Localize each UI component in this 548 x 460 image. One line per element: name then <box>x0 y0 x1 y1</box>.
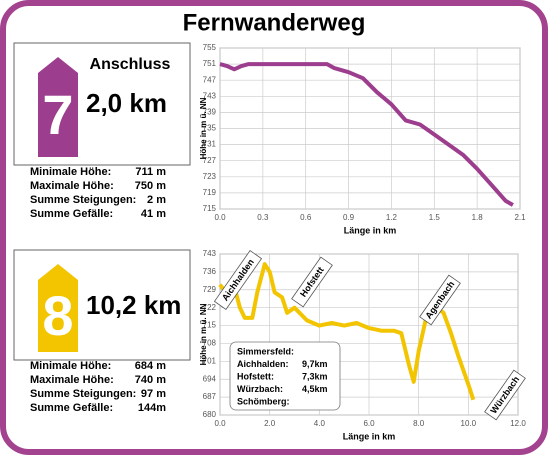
x-tick-label: 0.9 <box>343 213 355 222</box>
route-distance: 10,2 km <box>86 290 181 320</box>
stat-label: Summe Gefälle: <box>30 208 113 220</box>
route-number: 8 <box>42 284 73 347</box>
stat-label: Summe Steigungen: <box>30 194 136 206</box>
stat-label: Maximale Höhe: <box>30 374 114 386</box>
route-label: Anschluss <box>90 56 171 73</box>
route-number: 7 <box>42 83 73 146</box>
y-axis-label: Höhe in m ü. NN <box>199 97 208 159</box>
x-axis-label: Länge in km <box>344 225 397 235</box>
y-tick-label: 680 <box>203 410 217 419</box>
place-label-box <box>213 250 263 310</box>
x-tick-label: 6.0 <box>363 419 375 428</box>
stat-value: 684 m <box>135 360 166 372</box>
x-tick-label: 1.2 <box>386 213 398 222</box>
distance-text: 7,3km <box>302 371 328 381</box>
y-tick-label: 708 <box>203 339 217 348</box>
distance-text: Simmersfeld: <box>237 346 294 356</box>
stat-label: Minimale Höhe: <box>30 166 111 178</box>
y-tick-label: 743 <box>203 249 217 258</box>
x-tick-label: 10.0 <box>461 419 477 428</box>
place-label-box <box>484 369 526 421</box>
stat-label: Summe Gefälle: <box>30 402 113 414</box>
y-tick-label: 747 <box>203 75 217 84</box>
x-tick-label: 0.0 <box>214 213 226 222</box>
y-tick-label: 739 <box>203 108 217 117</box>
distance-text: Schömberg: <box>237 396 290 406</box>
distance-text: 9,7km <box>302 359 328 369</box>
y-tick-label: 727 <box>203 156 217 165</box>
place-label-box <box>291 256 333 308</box>
y-tick-label: 751 <box>203 59 217 68</box>
y-tick-label: 687 <box>203 392 217 401</box>
x-tick-label: 1.8 <box>472 213 484 222</box>
x-tick-label: 2.0 <box>264 419 276 428</box>
distance-text: Aichhalden: <box>237 359 289 369</box>
title: Fernwanderweg <box>183 9 366 36</box>
y-tick-label: 736 <box>203 267 217 276</box>
y-tick-label: 715 <box>203 321 217 330</box>
distance-box <box>229 341 341 411</box>
y-tick-label: 743 <box>203 91 217 100</box>
x-tick-label: 0.0 <box>214 419 226 428</box>
x-tick-label: 8.0 <box>413 419 425 428</box>
x-tick-label: 0.6 <box>300 213 312 222</box>
distance-text: 4,5km <box>302 384 328 394</box>
y-tick-label: 731 <box>203 140 217 149</box>
stat-value: 750 m <box>135 180 166 192</box>
route-distance: 2,0 km <box>86 88 167 118</box>
y-tick-label: 722 <box>203 303 217 312</box>
x-tick-label: 4.0 <box>314 419 326 428</box>
x-axis-label: Länge in km <box>343 431 396 441</box>
y-tick-label: 723 <box>203 172 217 181</box>
y-axis-label: Höhe in m ü. NN <box>199 303 208 365</box>
y-tick-label: 755 <box>203 43 217 52</box>
y-tick-label: 719 <box>203 188 217 197</box>
stat-value: 144m <box>138 402 166 414</box>
y-tick-label: 694 <box>203 374 217 383</box>
distance-text: Würzbach: <box>237 384 283 394</box>
distance-text: Hofstett: <box>237 371 274 381</box>
stat-value: 97 m <box>141 388 166 400</box>
x-tick-label: 0.3 <box>257 213 269 222</box>
x-tick-label: 12.0 <box>510 419 526 428</box>
place-label-box <box>419 274 461 326</box>
y-tick-label: 729 <box>203 285 217 294</box>
stat-value: 711 m <box>135 166 166 178</box>
y-tick-label: 715 <box>203 204 217 213</box>
stat-value: 41 m <box>141 208 166 220</box>
stat-label: Minimale Höhe: <box>30 360 111 372</box>
x-tick-label: 1.5 <box>429 213 441 222</box>
stat-value: 740 m <box>135 374 166 386</box>
route-sign <box>38 57 78 157</box>
elevation-line <box>219 62 514 207</box>
y-tick-label: 701 <box>203 356 217 365</box>
stat-label: Summe Steigungen: <box>30 388 136 400</box>
y-tick-label: 735 <box>203 124 217 133</box>
stat-label: Maximale Höhe: <box>30 180 114 192</box>
route-sign <box>38 264 78 352</box>
x-tick-label: 2.1 <box>514 213 526 222</box>
stat-value: 2 m <box>147 194 166 206</box>
